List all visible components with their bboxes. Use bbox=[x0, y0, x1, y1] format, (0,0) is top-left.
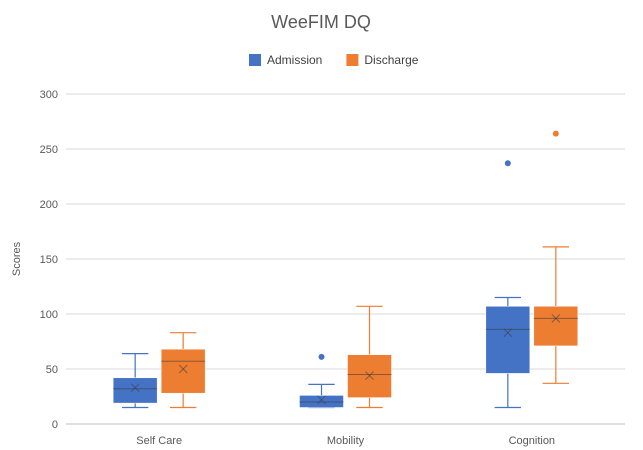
mean-marker-stroke bbox=[551, 314, 561, 323]
gridlines bbox=[66, 93, 625, 425]
box-iqr bbox=[112, 377, 158, 404]
legend-item-admission: Admission bbox=[249, 53, 322, 67]
box-admission-0 bbox=[112, 353, 158, 409]
y-axis-title: Scores bbox=[11, 241, 23, 276]
legend-swatch bbox=[346, 54, 359, 66]
legend-label: Discharge bbox=[364, 53, 418, 67]
y-tick-label: 0 bbox=[52, 419, 58, 431]
box-discharge-0 bbox=[160, 332, 206, 409]
box-discharge-2 bbox=[533, 130, 579, 384]
box-admission-2 bbox=[485, 160, 531, 409]
box-admission-1 bbox=[299, 353, 344, 409]
y-tick-label: 150 bbox=[40, 254, 58, 266]
mean-marker bbox=[317, 395, 326, 405]
mean-marker bbox=[130, 383, 140, 393]
mean-marker-stroke bbox=[130, 383, 140, 393]
box-iqr bbox=[533, 306, 579, 347]
y-axis-ticks: 0 50 100 150 200 250 300 bbox=[40, 89, 58, 431]
mean-marker-stroke bbox=[317, 395, 326, 405]
y-tick-label: 250 bbox=[40, 144, 58, 156]
mean-marker bbox=[365, 371, 374, 380]
box-iqr bbox=[299, 395, 344, 408]
outlier-point bbox=[552, 130, 559, 137]
outlier-point bbox=[504, 160, 511, 167]
box-discharge-1 bbox=[347, 305, 392, 409]
x-tick-label: Mobility bbox=[327, 435, 365, 447]
outlier-point bbox=[318, 353, 325, 360]
mean-marker-stroke bbox=[365, 371, 374, 380]
mean-marker bbox=[551, 314, 561, 323]
plot-area bbox=[112, 130, 579, 409]
chart-title: WeeFIM DQ bbox=[271, 12, 371, 32]
y-tick-label: 100 bbox=[40, 309, 58, 321]
x-tick-label: Self Care bbox=[136, 435, 182, 447]
box-iqr bbox=[485, 306, 531, 374]
legend-swatch bbox=[249, 54, 261, 66]
y-tick-label: 200 bbox=[40, 199, 58, 211]
legend: Admission Discharge bbox=[249, 53, 419, 67]
legend-item-discharge: Discharge bbox=[346, 53, 419, 67]
legend-label: Admission bbox=[267, 53, 322, 67]
x-axis-ticks: Self Care Mobility Cognition bbox=[136, 435, 555, 447]
mean-marker bbox=[503, 328, 513, 338]
y-tick-label: 50 bbox=[46, 364, 58, 376]
mean-marker-stroke bbox=[178, 364, 188, 374]
x-tick-label: Cognition bbox=[509, 435, 555, 447]
y-tick-label: 300 bbox=[40, 89, 58, 101]
mean-marker-stroke bbox=[503, 328, 513, 338]
box-iqr bbox=[160, 348, 206, 394]
mean-marker bbox=[178, 364, 188, 374]
